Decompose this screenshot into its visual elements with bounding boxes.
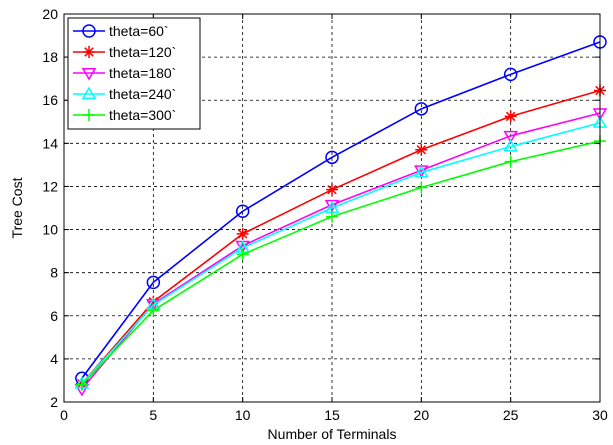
x-tick-label: 20 [414, 407, 430, 423]
y-tick-label: 16 [42, 92, 58, 108]
data-point [75, 378, 88, 391]
legend-item: theta=60` [73, 23, 169, 39]
x-tick-label: 5 [149, 407, 157, 423]
data-point [235, 204, 250, 218]
legend-label: theta=240` [109, 86, 176, 102]
series-plus [75, 135, 606, 391]
data-point [147, 304, 160, 317]
legend-item: theta=180` [73, 65, 176, 81]
legend-item: theta=300` [73, 107, 176, 123]
y-tick-label: 6 [50, 308, 58, 324]
y-tick-label: 10 [42, 222, 58, 238]
data-point [236, 248, 249, 261]
data-point [236, 227, 249, 240]
data-point [326, 210, 338, 223]
y-tick-label: 14 [42, 135, 58, 151]
data-point [503, 67, 518, 82]
legend-label: theta=300` [109, 107, 176, 123]
legend: theta=60` theta=120` theta=180` theta=240` t… [67, 17, 201, 130]
data-point [326, 183, 338, 196]
y-tick-label: 20 [42, 6, 58, 22]
series-line [81, 41, 601, 379]
data-point [503, 139, 518, 152]
legend-label: theta=180` [109, 65, 176, 81]
legend-marker [83, 109, 95, 121]
legend-marker [81, 68, 97, 81]
x-tick-label: 15 [324, 407, 340, 423]
data-point [504, 110, 517, 123]
legend-label: theta=120` [109, 44, 176, 60]
series-layer [74, 35, 608, 397]
data-point [147, 295, 160, 308]
data-point [146, 275, 161, 290]
legend-marker [81, 86, 97, 99]
x-tick-label: 0 [60, 407, 68, 423]
data-point [504, 155, 517, 168]
legend-label: theta=60` [109, 23, 169, 39]
series-line [81, 112, 601, 390]
x-axis-label: Number of Terminals [268, 426, 397, 442]
axis-ticks: 0 5 10 15 20 25 30 2 4 6 8 10 12 14 16 18 20 [42, 6, 608, 423]
y-axis-label: Tree Cost [9, 177, 25, 238]
x-tick-label: 30 [592, 407, 608, 423]
y-tick-label: 2 [50, 394, 58, 410]
y-tick-label: 4 [50, 351, 58, 367]
data-point [415, 181, 428, 194]
legend-item: theta=240` [73, 86, 176, 102]
x-tick-label: 25 [503, 407, 519, 423]
x-tick-label: 10 [235, 407, 251, 423]
legend-marker [82, 24, 96, 38]
data-point [325, 150, 339, 165]
y-tick-label: 18 [42, 49, 58, 65]
data-point [503, 130, 518, 144]
series-asterisk [75, 84, 606, 390]
y-tick-label: 8 [50, 265, 58, 281]
data-point [414, 102, 429, 116]
legend-marker [83, 46, 95, 58]
y-tick-label: 12 [42, 178, 58, 194]
legend-item: theta=120` [73, 44, 176, 60]
data-point [414, 164, 429, 178]
data-point [415, 143, 428, 156]
